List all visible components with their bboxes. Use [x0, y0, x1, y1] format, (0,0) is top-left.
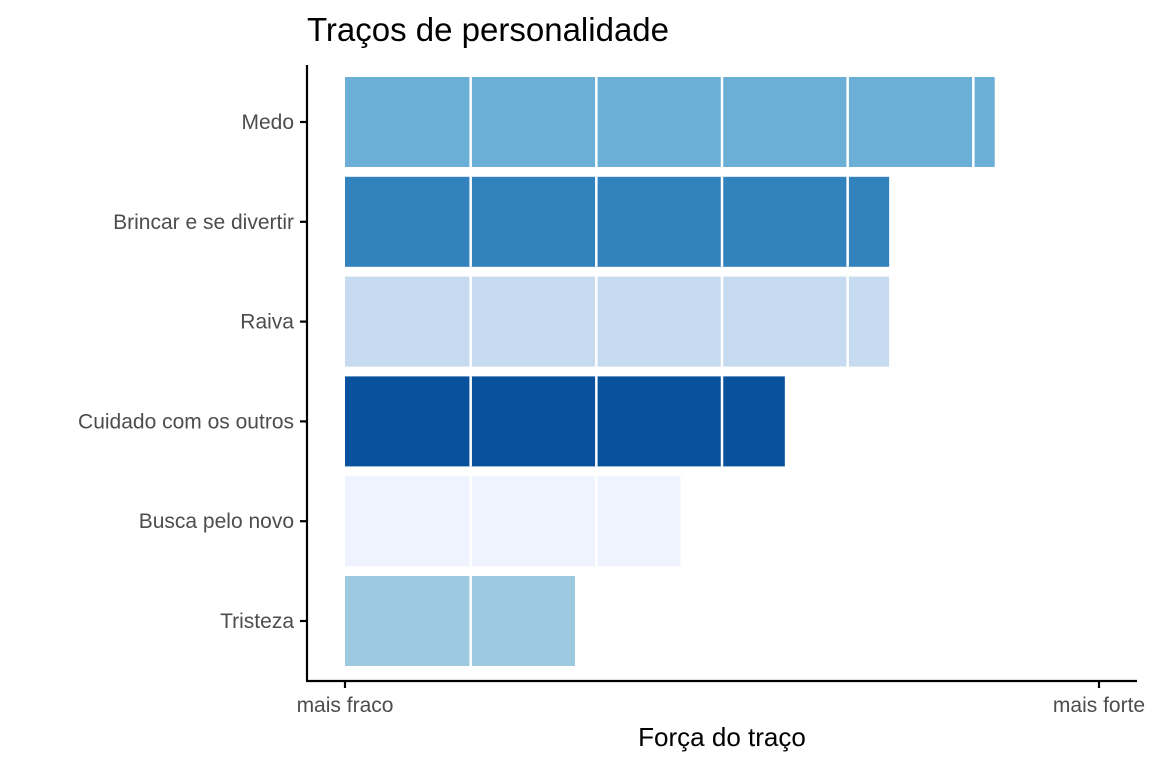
x-tick-label: mais forte: [1053, 694, 1145, 717]
bar-tristeza: [345, 576, 575, 666]
bar-brincar-e-se-divertir: [345, 176, 890, 267]
y-tick-label-busca-pelo-novo: Busca pelo novo: [139, 510, 294, 533]
x-axis-title: Força do traço: [638, 722, 806, 752]
bar-busca-pelo-novo: [345, 476, 681, 567]
chart-title: Traços de personalidade: [307, 11, 669, 48]
y-tick-label-medo: Medo: [241, 111, 294, 134]
bar-raiva: [345, 276, 890, 367]
y-tick-label-tristeza: Tristeza: [220, 610, 294, 633]
x-tick-label: mais fraco: [297, 694, 394, 717]
y-tick-label-brincar-e-se-divertir: Brincar e se divertir: [113, 211, 294, 234]
bars-group: [345, 77, 995, 666]
bar-cuidado-com-os-outros: [345, 376, 785, 467]
y-ticks-group: Medo Brincar e se divertir Raiva Cuidado co…: [78, 111, 307, 633]
y-tick-label-raiva: Raiva: [240, 311, 294, 334]
axes-group: [305, 65, 1137, 683]
y-tick-label-cuidado-com-os-outros: Cuidado com os outros: [78, 410, 294, 433]
x-ticks-group: mais fraco mais forte: [297, 681, 1145, 717]
bar-medo: [345, 77, 995, 167]
